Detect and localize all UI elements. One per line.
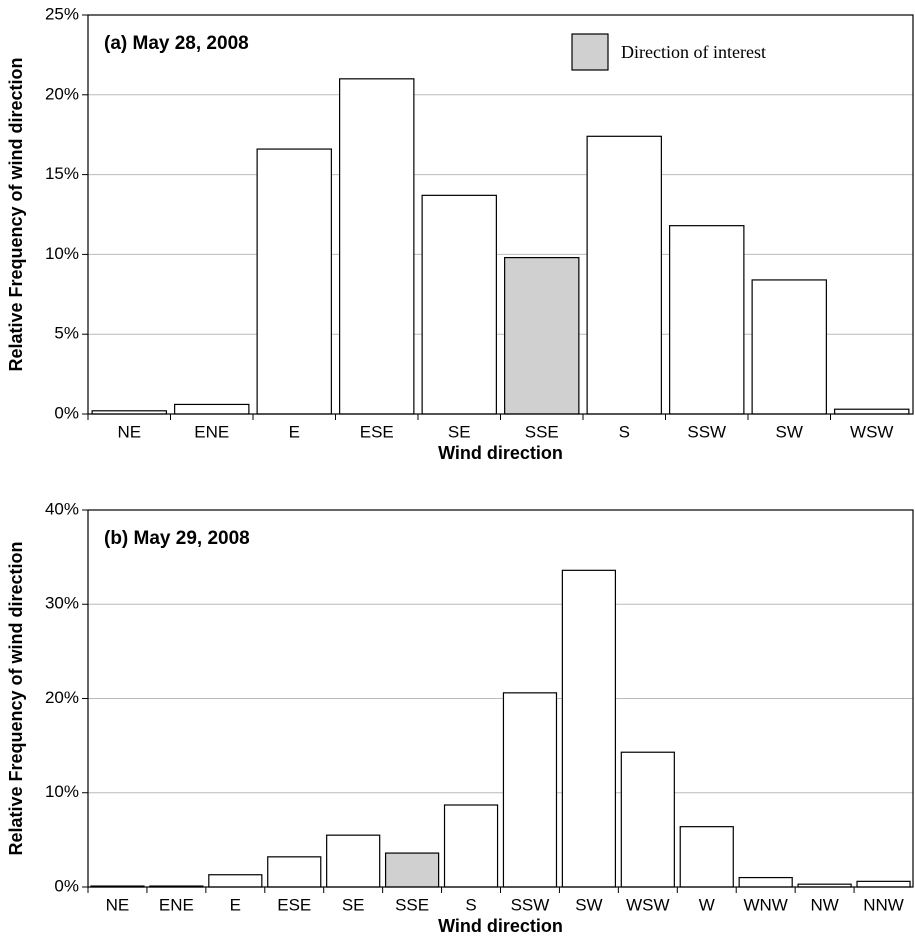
bar [443, 804, 499, 888]
x-tick-label: W [699, 895, 715, 914]
panel-title: (a) May 28, 2008 [104, 33, 249, 54]
x-tick-label: NNW [863, 895, 904, 914]
x-tick-label: SE [448, 422, 471, 441]
bar [561, 569, 617, 888]
x-tick-label: SSE [525, 422, 559, 441]
x-tick-label: WSW [850, 422, 893, 441]
plot-frame [87, 14, 914, 415]
y-tick-label: 30% [45, 594, 79, 613]
bar [738, 876, 793, 888]
x-tick-label: SE [342, 895, 365, 914]
x-tick-label: E [289, 422, 300, 441]
legend-label: Direction of interest [621, 42, 766, 62]
bar [586, 135, 662, 415]
x-tick-label: ESE [360, 422, 394, 441]
bar [504, 256, 580, 415]
y-tick-label: 25% [45, 4, 79, 23]
bar [339, 78, 415, 415]
y-tick-label: 15% [45, 164, 79, 183]
y-tick-label: 5% [54, 324, 79, 343]
x-tick-label: SSE [395, 895, 429, 914]
y-axis-label: Relative Frequency of wind direction [6, 57, 26, 371]
x-tick-label: WNW [743, 895, 787, 914]
x-tick-label: ENE [194, 422, 229, 441]
x-tick-label: SW [575, 895, 602, 914]
bar [256, 148, 332, 415]
x-tick-label: SW [776, 422, 803, 441]
bar [384, 852, 440, 888]
bar [856, 880, 911, 888]
panel-title: (b) May 29, 2008 [104, 528, 250, 549]
x-tick-label: S [465, 895, 476, 914]
bar [751, 279, 827, 415]
x-tick-label: ESE [277, 895, 311, 914]
x-tick-label: S [619, 422, 630, 441]
y-tick-label: 40% [45, 499, 79, 518]
bar [502, 692, 558, 888]
bar [421, 194, 497, 415]
x-tick-label: ENE [159, 895, 194, 914]
bar [174, 403, 250, 415]
x-tick-label: WSW [626, 895, 669, 914]
x-axis-label: Wind direction [438, 443, 563, 463]
x-tick-label: NW [810, 895, 838, 914]
y-tick-label: 0% [54, 876, 79, 895]
bar [267, 856, 322, 888]
y-tick-label: 10% [45, 244, 79, 263]
x-axis-label: Wind direction [438, 916, 563, 936]
bar [669, 225, 745, 415]
legend-swatch [571, 33, 609, 71]
y-tick-label: 10% [45, 782, 79, 801]
x-tick-label: NE [117, 422, 141, 441]
y-tick-label: 0% [54, 403, 79, 422]
bar [679, 826, 734, 888]
x-tick-label: SSW [511, 895, 550, 914]
x-tick-label: SSW [687, 422, 726, 441]
plot-frame [87, 509, 914, 888]
y-axis-label: Relative Frequency of wind direction [6, 541, 26, 855]
x-tick-label: NE [106, 895, 130, 914]
y-tick-label: 20% [45, 84, 79, 103]
bar [620, 751, 675, 888]
y-tick-label: 20% [45, 688, 79, 707]
bar [326, 834, 381, 888]
x-tick-label: E [230, 895, 241, 914]
bar [208, 874, 263, 888]
bar [834, 408, 910, 415]
